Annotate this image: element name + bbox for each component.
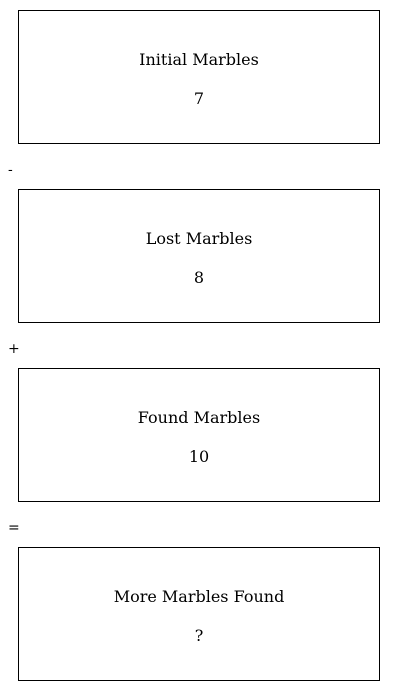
equals-operator: =	[8, 520, 20, 536]
minus-operator: -	[8, 162, 13, 178]
more-marbles-found-label: More Marbles Found	[113, 587, 285, 606]
more-marbles-found-value: ?	[194, 626, 204, 645]
plus-operator: +	[8, 341, 20, 357]
lost-marbles-label: Lost Marbles	[145, 229, 253, 248]
more-marbles-found-box: More Marbles Found ?	[18, 547, 380, 681]
found-marbles-label: Found Marbles	[137, 408, 261, 427]
lost-marbles-value: 8	[193, 268, 205, 287]
initial-marbles-value: 7	[193, 89, 205, 108]
found-marbles-box: Found Marbles 10	[18, 368, 380, 502]
initial-marbles-box: Initial Marbles 7	[18, 10, 380, 144]
initial-marbles-label: Initial Marbles	[139, 50, 259, 69]
lost-marbles-box: Lost Marbles 8	[18, 189, 380, 323]
found-marbles-value: 10	[188, 447, 210, 466]
